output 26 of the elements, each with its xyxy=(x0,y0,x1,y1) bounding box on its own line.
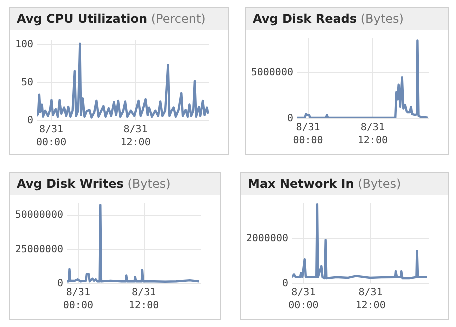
x-tick-label: 8/31 00:00 xyxy=(288,288,319,312)
y-tick-label: 5000000 xyxy=(251,68,294,79)
chart-title: Max Network In xyxy=(248,177,354,191)
x-tick-label: 8/31 12:00 xyxy=(358,122,388,146)
chart-subtitle: (Percent) xyxy=(150,12,206,26)
x-tick-label: 8/31 00:00 xyxy=(63,288,94,312)
y-tick-label: 0 xyxy=(287,114,294,124)
y-tick-label: 50 xyxy=(21,77,34,88)
y-tick-label: 0 xyxy=(282,278,288,290)
chart-title: Avg Disk Writes xyxy=(17,177,124,191)
chart-title: Avg Disk Reads xyxy=(253,12,358,26)
chart-subtitle: (Bytes) xyxy=(360,12,404,26)
y-tick-label: 25000000 xyxy=(15,244,64,256)
x-tick-label: 8/31 00:00 xyxy=(293,122,324,146)
y-tick-label: 0 xyxy=(57,278,64,290)
x-tick-label: 8/31 12:00 xyxy=(356,288,386,312)
x-tick-label: 8/31 00:00 xyxy=(36,124,67,148)
y-tick-label: 50000000 xyxy=(15,210,64,222)
x-tick-label: 8/31 12:00 xyxy=(129,288,160,312)
chart-subtitle: (Bytes) xyxy=(357,177,402,191)
chart-subtitle: (Bytes) xyxy=(126,177,171,191)
x-tick-label: 8/31 12:00 xyxy=(120,124,151,148)
y-tick-label: 100 xyxy=(15,39,34,50)
y-tick-label: 0 xyxy=(27,116,34,126)
y-tick-label: 2000000 xyxy=(246,233,288,244)
chart-title: Avg CPU Utilization xyxy=(17,12,148,26)
